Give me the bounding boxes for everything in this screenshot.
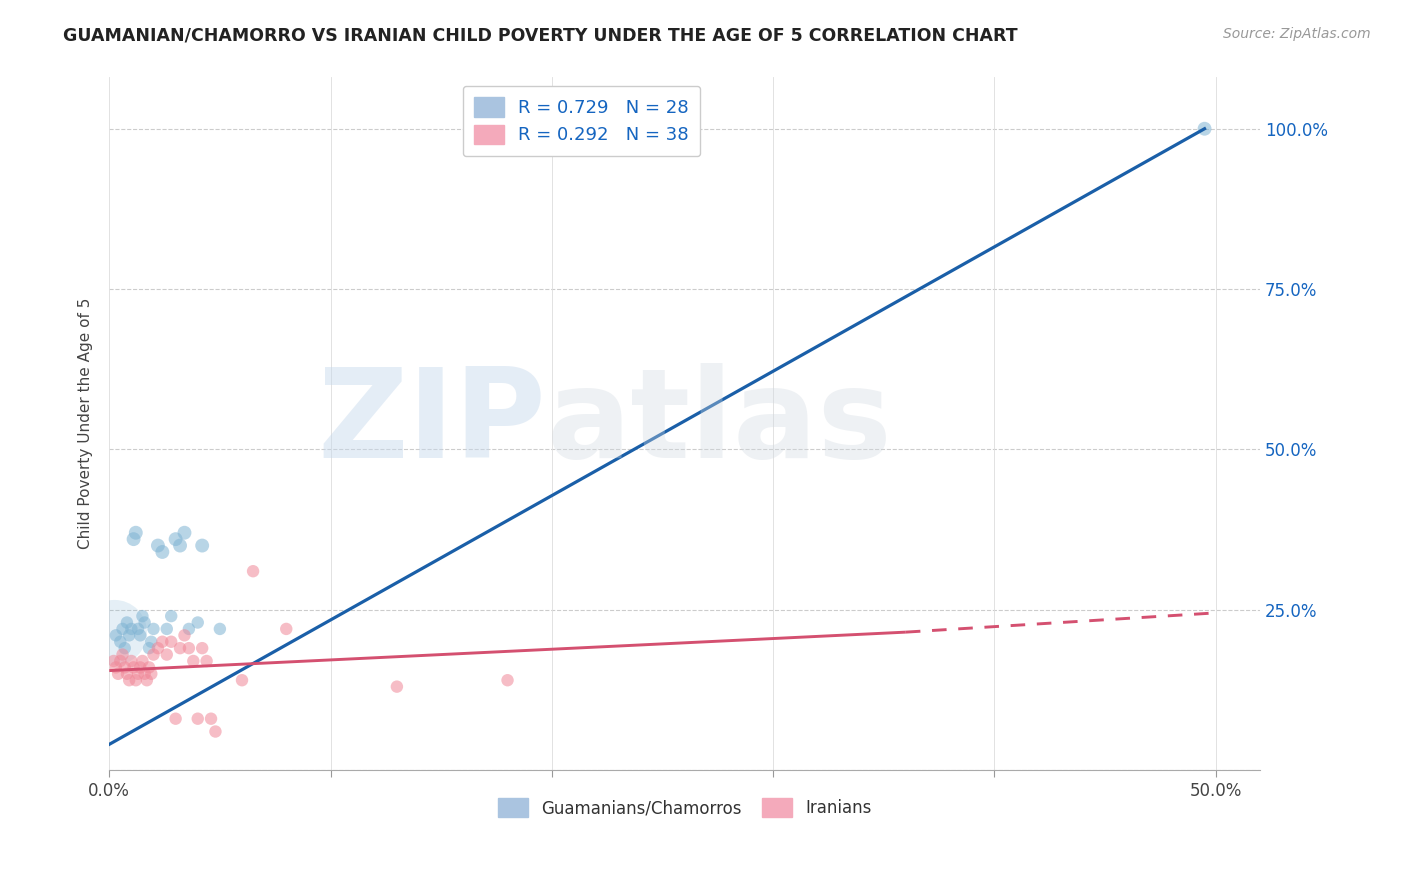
Point <box>127 666 149 681</box>
Point <box>276 622 298 636</box>
Point <box>120 654 142 668</box>
Point <box>231 673 253 688</box>
Point <box>138 660 160 674</box>
Point <box>146 539 169 553</box>
Point <box>165 532 187 546</box>
Point <box>111 648 134 662</box>
Point <box>134 666 156 681</box>
Y-axis label: Child Poverty Under the Age of 5: Child Poverty Under the Age of 5 <box>79 298 93 549</box>
Point <box>125 673 148 688</box>
Point <box>150 545 173 559</box>
Point <box>115 615 138 630</box>
Point <box>103 654 125 668</box>
Point <box>146 641 169 656</box>
Point <box>156 622 179 636</box>
Point <box>110 654 132 668</box>
Point <box>131 654 153 668</box>
Point <box>129 660 152 674</box>
Point <box>125 525 148 540</box>
Point <box>173 525 195 540</box>
Point <box>169 539 191 553</box>
Point <box>191 539 214 553</box>
Point <box>129 628 152 642</box>
Point <box>122 660 145 674</box>
Legend: Guamanians/Chamorros, Iranians: Guamanians/Chamorros, Iranians <box>491 791 877 824</box>
Point <box>122 532 145 546</box>
Text: ZIP: ZIP <box>318 363 547 484</box>
Point <box>110 634 132 648</box>
Point <box>118 628 141 642</box>
Point <box>104 628 127 642</box>
Point <box>496 673 519 688</box>
Point <box>191 641 214 656</box>
Point <box>131 609 153 624</box>
Point <box>135 673 157 688</box>
Point <box>114 660 136 674</box>
Point <box>1194 121 1216 136</box>
Point <box>204 724 226 739</box>
Point <box>114 641 136 656</box>
Point <box>173 628 195 642</box>
Point <box>120 622 142 636</box>
Point <box>177 622 200 636</box>
Point <box>160 609 183 624</box>
Point <box>165 712 187 726</box>
Point <box>187 615 209 630</box>
Point <box>142 622 165 636</box>
Point <box>134 615 156 630</box>
Text: GUAMANIAN/CHAMORRO VS IRANIAN CHILD POVERTY UNDER THE AGE OF 5 CORRELATION CHART: GUAMANIAN/CHAMORRO VS IRANIAN CHILD POVE… <box>63 27 1018 45</box>
Point <box>118 673 141 688</box>
Point <box>150 634 173 648</box>
Point <box>385 680 408 694</box>
Point <box>142 648 165 662</box>
Point <box>156 648 179 662</box>
Point <box>104 660 127 674</box>
Point <box>127 622 149 636</box>
Point <box>208 622 231 636</box>
Point <box>111 622 134 636</box>
Point <box>195 654 218 668</box>
Point <box>187 712 209 726</box>
Text: atlas: atlas <box>547 363 893 484</box>
Text: Source: ZipAtlas.com: Source: ZipAtlas.com <box>1223 27 1371 41</box>
Point <box>103 625 125 640</box>
Point <box>141 634 163 648</box>
Point <box>160 634 183 648</box>
Point <box>183 654 205 668</box>
Point <box>107 666 129 681</box>
Point <box>242 564 264 578</box>
Point <box>177 641 200 656</box>
Point <box>138 641 160 656</box>
Point <box>200 712 222 726</box>
Point <box>115 666 138 681</box>
Point <box>141 666 163 681</box>
Point <box>169 641 191 656</box>
